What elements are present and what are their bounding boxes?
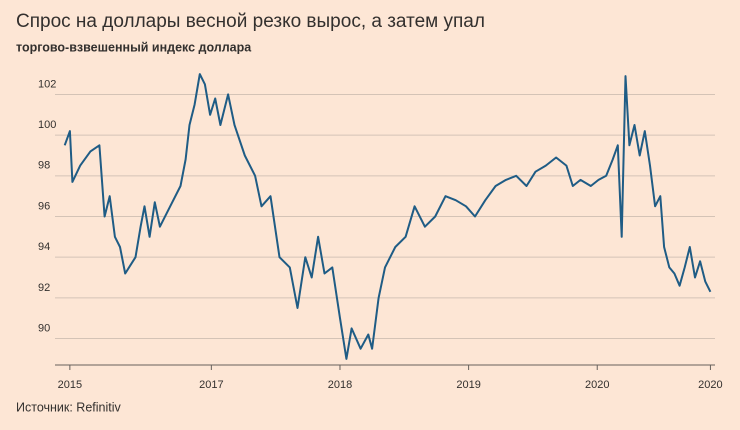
x-tick-label: 2020 — [585, 379, 609, 391]
y-tick-label: 90 — [38, 322, 50, 334]
y-tick-label: 92 — [38, 282, 50, 294]
x-tick-label: 2017 — [199, 379, 223, 391]
chart-subtitle: торгово-взвешенный индекс доллара — [16, 40, 252, 54]
y-tick-label: 102 — [38, 78, 56, 90]
y-tick-label: 98 — [38, 160, 50, 172]
chart-title: Спрос на доллары весной резко вырос, а з… — [16, 11, 485, 32]
x-tick-label: 2020 — [698, 379, 722, 391]
x-tick-label: 2019 — [456, 379, 480, 391]
data-line — [63, 73, 712, 360]
x-tick-label: 2015 — [58, 379, 82, 391]
y-tick-label: 96 — [38, 200, 50, 212]
source: Источник: Refinitiv — [16, 400, 122, 414]
y-tick-label: 100 — [38, 119, 56, 131]
y-tick-label: 94 — [38, 241, 50, 253]
x-tick-label: 2018 — [328, 379, 352, 391]
